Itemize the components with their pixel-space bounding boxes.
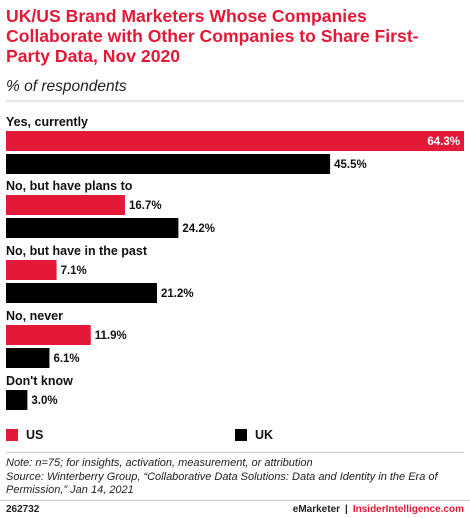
category-label: No, but have plans to bbox=[6, 179, 133, 193]
legend-item-uk: UK bbox=[235, 427, 273, 443]
data-label-us: 11.9% bbox=[95, 330, 127, 342]
brand-insider-intelligence-link[interactable]: InsiderIntelligence.com bbox=[352, 504, 464, 515]
bar-us bbox=[6, 195, 125, 215]
chart-id: 262732 bbox=[6, 504, 40, 515]
bar-uk bbox=[6, 348, 50, 368]
footer-divider bbox=[6, 452, 464, 453]
data-label-us: 64.3% bbox=[427, 136, 460, 148]
bar-uk bbox=[6, 218, 179, 238]
bottom-bar: 262732 eMarketer | InsiderIntelligence.com bbox=[0, 500, 470, 518]
data-label-uk: 45.5% bbox=[334, 159, 367, 171]
bar-us bbox=[6, 260, 57, 280]
category-label: No, never bbox=[6, 309, 63, 323]
data-label-uk: 21.2% bbox=[161, 288, 194, 300]
bar-us bbox=[6, 325, 91, 345]
footer-note: Note: n=75; for insights, activation, me… bbox=[6, 457, 313, 469]
brand-separator: | bbox=[345, 504, 348, 515]
legend-swatch-uk bbox=[235, 429, 247, 441]
legend-swatch-us bbox=[6, 429, 18, 441]
footer-notes: Note: n=75; for insights, activation, me… bbox=[6, 457, 464, 498]
bottom-divider bbox=[0, 500, 470, 501]
legend-label-us: US bbox=[26, 428, 44, 442]
legend-item-us: US bbox=[6, 427, 43, 443]
data-label-us: 16.7% bbox=[129, 200, 162, 212]
legend-label-uk: UK bbox=[255, 428, 274, 442]
bar-chart: Yes, currently 64.3% 45.5% No, but have pla… bbox=[6, 100, 464, 410]
bar-us bbox=[6, 131, 464, 151]
category-label: Don't know bbox=[6, 374, 73, 388]
bar-uk bbox=[6, 154, 331, 174]
chart-title: UK/US Brand Marketers Whose Companies Co… bbox=[6, 6, 419, 66]
chart-subtitle: % of respondents bbox=[6, 78, 127, 95]
category-label: Yes, currently bbox=[6, 115, 88, 129]
bar-uk bbox=[6, 390, 28, 410]
data-label-uk: 24.2% bbox=[182, 223, 215, 235]
brand-emarketer: eMarketer bbox=[292, 504, 341, 515]
brand-credit: eMarketer | InsiderIntelligence.com bbox=[293, 504, 464, 515]
bar-uk bbox=[6, 283, 158, 303]
data-label-us: 7.1% bbox=[61, 265, 87, 277]
footer-source: Source: Winterberry Group, “Collaborativ… bbox=[6, 470, 438, 497]
data-label-uk: 3.0% bbox=[31, 395, 57, 407]
category-label: No, but have in the past bbox=[6, 244, 148, 258]
data-label-uk: 6.1% bbox=[53, 353, 79, 365]
